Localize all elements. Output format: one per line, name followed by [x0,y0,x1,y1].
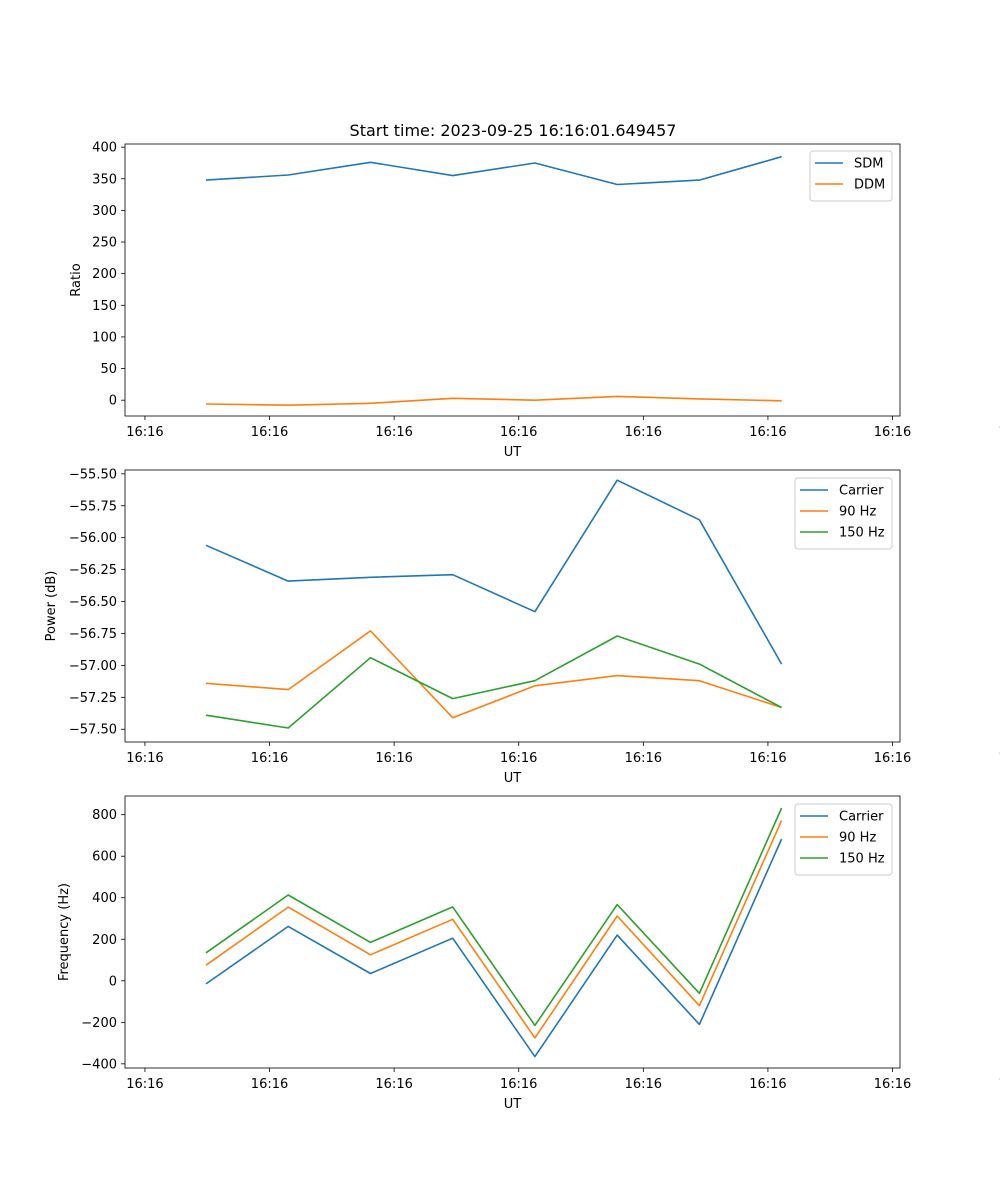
series-line-sdm [205,155,782,186]
y-tick-label: −55.50 [69,467,117,482]
x-tick-label: 16:16 [126,751,163,766]
legend-label: 90 Hz [839,505,876,520]
x-tick-label: 16:17 [998,751,1000,766]
series-line-90-hz [205,820,783,1039]
y-axis-label: Ratio [69,263,84,296]
legend-label: DDM [854,178,885,193]
legend-label: 90 Hz [839,831,876,846]
panel-2: 16:16 16:16 16:16 16:16 16:16 16:16 16:16 16:17… [44,467,1000,786]
x-tick-label: 16:16 [625,425,662,440]
legend-label: Carrier [839,484,884,499]
legend: Carrier 90 Hz 150 Hz [794,477,893,550]
y-tick-label: 0 [109,394,117,409]
series-line-150-hz [205,635,782,729]
y-tick-label: −56.50 [69,595,117,610]
y-tick-label: 250 [92,236,117,251]
legend: Carrier 90 Hz 150 Hz [794,803,893,876]
y-tick-label: −200 [81,1016,117,1031]
panel-3: 16:16 16:16 16:16 16:16 16:16 16:16 16:16 16:17… [57,795,1000,1112]
series-line-carrier [205,838,783,1058]
x-tick-label: 16:16 [500,425,537,440]
x-tick-label: 16:16 [375,425,412,440]
legend-label: Carrier [839,810,884,825]
x-tick-label: 16:16 [749,425,786,440]
x-tick-label: 16:16 [749,1077,786,1092]
series-line-90-hz [205,630,782,719]
y-tick-label: 400 [92,891,117,906]
y-axis-label: Frequency (Hz) [57,883,72,981]
chart-title: Start time: 2023-09-25 16:16:01.649457 [350,121,677,140]
y-tick-label: −57.00 [69,659,117,674]
y-axis-label: Power (dB) [44,571,59,642]
y-tick-label: 150 [92,299,117,314]
y-tick-label: 300 [92,204,117,219]
y-tick-label: −55.75 [69,499,117,514]
series-line-carrier [205,479,783,665]
x-tick-label: 16:16 [874,751,911,766]
y-tick-label: −56.25 [69,563,117,578]
series-line-150-hz [205,807,783,1027]
legend-label: 150 Hz [839,526,885,541]
y-tick-label: −400 [81,1057,117,1072]
x-tick-label: 16:16 [126,1077,163,1092]
x-axis-label: UT [504,445,522,460]
x-tick-label: 16:16 [749,751,786,766]
x-tick-label: 16:16 [251,1077,288,1092]
y-tick-label: −57.25 [69,691,117,706]
x-tick-label: 16:16 [251,751,288,766]
x-axis-label: UT [504,771,522,786]
panels: 16:16 16:16 16:16 16:16 16:16 16:16 16:16 16:17… [44,141,1000,1112]
y-tick-label: −56.00 [69,531,117,546]
y-tick-label: 350 [92,172,117,187]
legend-label: SDM [854,157,883,172]
x-tick-label: 16:16 [375,1077,412,1092]
y-tick-label: −57.50 [69,723,117,738]
x-tick-label: 16:16 [874,1077,911,1092]
x-tick-label: 16:16 [251,425,288,440]
axes-frame [124,469,901,743]
x-tick-label: 16:16 [625,1077,662,1092]
axes-frame [124,143,901,417]
y-tick-label: 50 [100,362,117,377]
series-line-ddm [205,395,782,407]
x-tick-label: 16:16 [500,1077,537,1092]
x-axis-label: UT [504,1097,522,1112]
y-tick-label: 600 [92,850,117,865]
y-tick-label: 100 [92,330,117,345]
x-tick-label: 16:16 [874,425,911,440]
y-tick-label: 200 [92,933,117,948]
x-tick-label: 16:17 [998,425,1000,440]
y-tick-label: 0 [109,974,117,989]
x-tick-label: 16:16 [625,751,662,766]
y-tick-label: −56.75 [69,627,117,642]
axes-frame [124,795,901,1069]
y-tick-label: 200 [92,267,117,282]
panel-1: 16:16 16:16 16:16 16:16 16:16 16:16 16:16 16:17… [69,141,1000,460]
y-tick-label: 400 [92,141,117,156]
x-tick-label: 16:16 [500,751,537,766]
legend: SDM DDM [809,150,893,202]
x-tick-label: 16:16 [126,425,163,440]
y-tick-label: 800 [92,808,117,823]
x-tick-label: 16:16 [375,751,412,766]
legend-label: 150 Hz [839,852,885,867]
x-tick-label: 16:17 [998,1077,1000,1092]
